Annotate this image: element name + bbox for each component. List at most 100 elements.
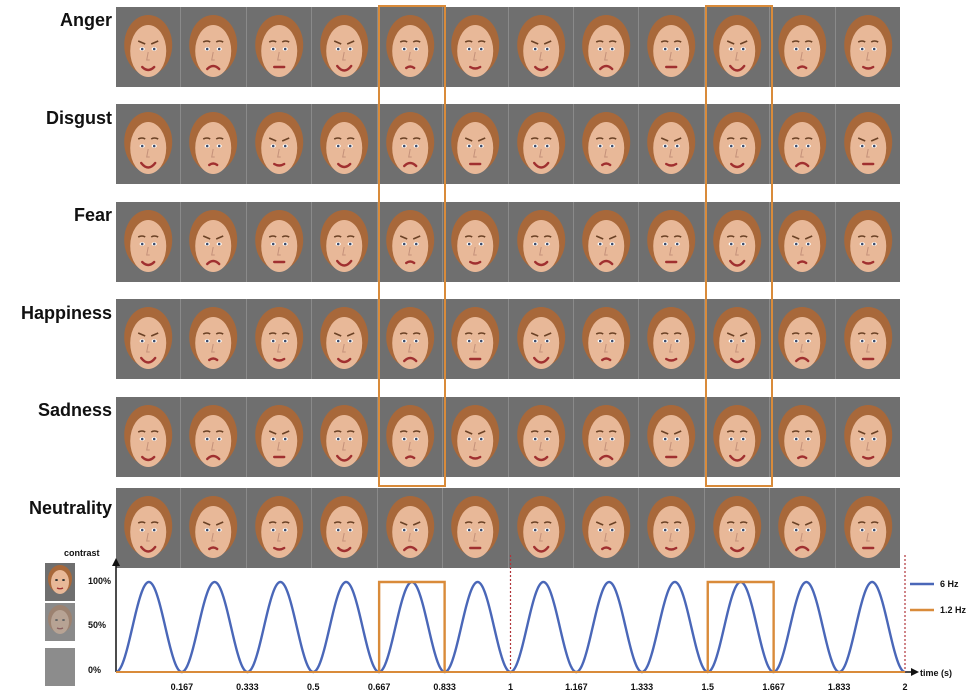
face-image xyxy=(573,104,640,184)
face-image xyxy=(573,202,640,282)
y-tick-0: 0% xyxy=(88,665,102,675)
face-image xyxy=(181,488,247,568)
face-image xyxy=(639,397,705,477)
x-tick-label: 0.667 xyxy=(368,682,391,692)
face-image xyxy=(312,104,378,184)
blank-gray-icon xyxy=(45,648,75,686)
face-image xyxy=(573,7,640,87)
face-image xyxy=(312,299,378,379)
face-image xyxy=(181,397,247,477)
face-image xyxy=(377,202,444,282)
face-image xyxy=(312,7,378,87)
face-image xyxy=(377,397,444,477)
x-tick-label: 0.167 xyxy=(171,682,194,692)
x-tick-label: 1 xyxy=(508,682,513,692)
face-image xyxy=(181,104,247,184)
x-tick-label: 2 xyxy=(902,682,907,692)
x-tick-label: 0.833 xyxy=(433,682,456,692)
series-1-2hz-window xyxy=(706,580,775,672)
face-image xyxy=(770,397,836,477)
face-image xyxy=(835,488,901,568)
face-image xyxy=(443,104,509,184)
face-image xyxy=(508,397,574,477)
face-image xyxy=(246,299,313,379)
face-image xyxy=(116,299,182,379)
face-image xyxy=(116,104,182,184)
face-image xyxy=(181,202,247,282)
x-tick-label: 1.667 xyxy=(762,682,785,692)
y-axis-title: contrast xyxy=(64,548,100,558)
face-image xyxy=(573,488,640,568)
row-label-disgust: Disgust xyxy=(45,108,112,128)
x-axis-title: time (s) xyxy=(920,668,952,678)
face-image xyxy=(443,299,509,379)
face-image xyxy=(835,104,901,184)
face-strip-sadness xyxy=(116,397,901,477)
face-image xyxy=(835,7,901,87)
x-tick-label: 1.833 xyxy=(828,682,851,692)
face-image xyxy=(573,397,640,477)
face-image xyxy=(835,299,901,379)
contrast-thumb-100 xyxy=(45,563,75,601)
face-image xyxy=(704,488,771,568)
row-label-happiness: Happiness xyxy=(20,303,112,323)
face-strip-fear xyxy=(116,202,901,282)
row-label-sadness: Sadness xyxy=(37,400,112,420)
face-image xyxy=(704,104,771,184)
face-image xyxy=(639,299,705,379)
x-tick-label: 0.333 xyxy=(236,682,259,692)
series-1-2hz-window xyxy=(377,580,446,672)
y-axis-arrow xyxy=(112,558,120,566)
x-tick-label: 1.5 xyxy=(701,682,714,692)
x-tick-label: 0.5 xyxy=(307,682,320,692)
x-axis-arrow xyxy=(911,668,919,676)
face-image xyxy=(246,397,313,477)
face-image xyxy=(704,397,771,477)
face-strip-happiness xyxy=(116,299,901,379)
row-label-neutrality: Neutrality xyxy=(28,498,112,518)
face-image xyxy=(443,397,509,477)
face-image xyxy=(246,202,313,282)
y-tick-50: 50% xyxy=(88,620,107,630)
face-image xyxy=(116,7,182,87)
face-full-contrast-icon xyxy=(45,563,75,601)
face-image xyxy=(508,7,574,87)
face-image xyxy=(246,488,313,568)
y-tick-100: 100% xyxy=(88,576,112,586)
face-image xyxy=(246,7,313,87)
face-image xyxy=(704,202,771,282)
face-image xyxy=(246,104,313,184)
face-image xyxy=(377,7,444,87)
face-image xyxy=(770,7,836,87)
face-image xyxy=(508,202,574,282)
face-image xyxy=(835,202,901,282)
face-image xyxy=(639,104,705,184)
face-image xyxy=(181,299,247,379)
face-image xyxy=(443,488,509,568)
contrast-thumb-50 xyxy=(45,603,75,641)
contrast-thumb-0 xyxy=(45,648,75,686)
face-image xyxy=(573,299,640,379)
legend-label: 6 Hz xyxy=(940,579,959,589)
x-tick-label: 1.167 xyxy=(565,682,588,692)
face-image xyxy=(443,202,509,282)
face-image xyxy=(770,202,836,282)
legend-label: 1.2 Hz xyxy=(940,605,967,615)
face-image xyxy=(770,299,836,379)
face-image xyxy=(443,7,509,87)
face-image xyxy=(116,397,182,477)
face-image xyxy=(639,7,705,87)
face-image xyxy=(312,488,378,568)
face-image xyxy=(116,488,182,568)
face-strip-disgust xyxy=(116,104,901,184)
face-image xyxy=(377,104,444,184)
face-image xyxy=(312,397,378,477)
face-image xyxy=(508,299,574,379)
face-image xyxy=(835,397,901,477)
face-image xyxy=(704,7,771,87)
face-strip-anger xyxy=(116,7,901,87)
face-image xyxy=(377,299,444,379)
row-label-fear: Fear xyxy=(73,205,112,225)
face-image xyxy=(181,7,247,87)
